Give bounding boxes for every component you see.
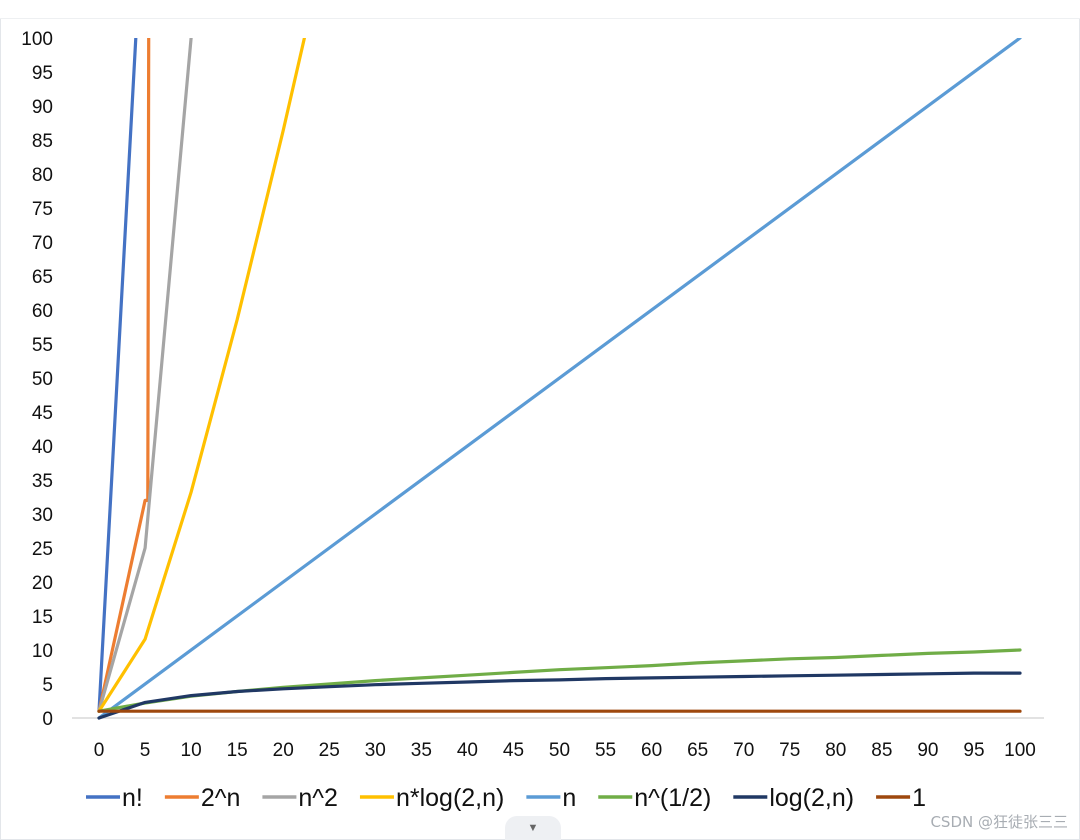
y-tick-label: 50	[32, 369, 53, 390]
legend-item: n^2	[262, 784, 338, 812]
y-tick-label: 80	[32, 165, 53, 186]
legend-item: n^(1/2)	[598, 784, 711, 812]
y-tick-label: 0	[42, 709, 53, 730]
x-tick-label: 30	[365, 740, 386, 761]
legend-item: 2^n	[164, 784, 241, 812]
y-tick-label: 25	[32, 539, 53, 560]
watermark-text: CSDN @狂徒张三三	[930, 813, 1068, 831]
x-tick-label: 55	[595, 740, 616, 761]
legend-item: n	[526, 784, 576, 812]
scroll-down-tab[interactable]: ▼	[505, 816, 561, 840]
y-tick-label: 95	[32, 63, 53, 84]
series-line-6	[97, 671, 1022, 720]
axes: 0510152025303540455055606570758085909510…	[21, 29, 1044, 761]
y-tick-label: 85	[32, 131, 53, 152]
y-tick-label: 90	[32, 97, 53, 118]
y-tick-label: 65	[32, 267, 53, 288]
legend-item: 1	[876, 784, 926, 812]
legend-label: n!	[122, 784, 143, 812]
series-line-1	[97, 38, 151, 713]
y-tick-label: 20	[32, 573, 53, 594]
x-tick-label: 100	[1004, 740, 1036, 761]
y-tick-label: 55	[32, 335, 53, 356]
x-tick-label: 90	[917, 740, 938, 761]
y-tick-label: 10	[32, 641, 53, 662]
series-line-0	[97, 38, 138, 713]
y-tick-label: 60	[32, 301, 53, 322]
y-tick-label: 15	[32, 607, 53, 628]
legend-label: 2^n	[201, 784, 241, 812]
series-line-3	[97, 38, 306, 713]
series-line-4	[97, 38, 1022, 720]
legend-item: n*log(2,n)	[359, 784, 504, 812]
x-tick-label: 80	[825, 740, 846, 761]
y-tick-label: 75	[32, 199, 53, 220]
x-tick-label: 75	[779, 740, 800, 761]
legend-label: n^2	[298, 784, 338, 812]
chevron-down-icon: ▼	[527, 822, 539, 834]
y-tick-label: 100	[21, 29, 53, 50]
legend: n! 2^n n^2 n*log(2,n) n n^(1/2) log(2,n) 1	[86, 784, 926, 812]
x-tick-label: 0	[94, 740, 105, 761]
legend-label: n^(1/2)	[634, 784, 711, 812]
legend-label: 1	[912, 784, 926, 812]
legend-label: log(2,n)	[769, 784, 854, 812]
x-tick-label: 35	[411, 740, 432, 761]
legend-item: log(2,n)	[733, 784, 854, 812]
series-line-2	[97, 38, 193, 713]
x-tick-label: 10	[181, 740, 202, 761]
series-lines	[97, 38, 1022, 720]
x-tick-label: 20	[273, 740, 294, 761]
x-tick-label: 60	[641, 740, 662, 761]
x-tick-label: 95	[963, 740, 984, 761]
x-tick-label: 40	[457, 740, 478, 761]
x-tick-label: 15	[227, 740, 248, 761]
y-tick-label: 70	[32, 233, 53, 254]
y-tick-label: 40	[32, 437, 53, 458]
x-tick-label: 85	[871, 740, 892, 761]
x-tick-label: 70	[733, 740, 754, 761]
y-tick-label: 30	[32, 505, 53, 526]
legend-label: n*log(2,n)	[396, 784, 504, 812]
x-tick-label: 45	[503, 740, 524, 761]
y-tick-label: 45	[32, 403, 53, 424]
x-tick-label: 25	[319, 740, 340, 761]
y-tick-label: 5	[42, 675, 53, 696]
x-tick-label: 50	[549, 740, 570, 761]
x-tick-label: 5	[140, 740, 151, 761]
x-tick-label: 65	[687, 740, 708, 761]
cropped-header-strip	[0, 0, 1080, 19]
legend-label: n	[562, 784, 576, 812]
legend-item: n!	[86, 784, 143, 812]
y-tick-label: 35	[32, 471, 53, 492]
